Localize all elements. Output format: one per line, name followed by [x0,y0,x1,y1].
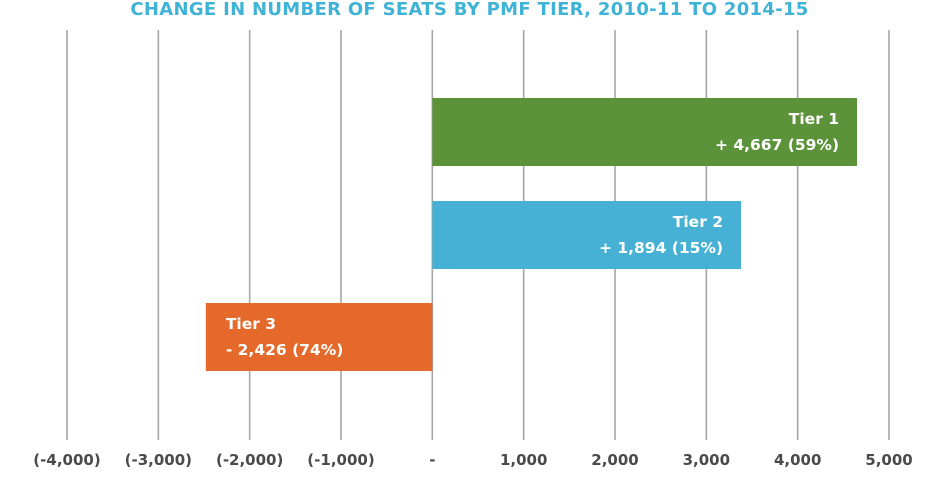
x-tick-label: (-4,000) [33,451,100,469]
bars: Tier 1 + 4,667 (59%) Tier 2 + 1,894 (15%) Ti… [205,98,858,371]
bar-tier-1 [432,98,858,166]
bar-category-label: Tier 1 [789,110,839,128]
x-axis-ticks: (-4,000) (-3,000) (-2,000) (-1,000) - 1,000 2,… [33,451,912,469]
bar-category-label: Tier 3 [226,315,276,333]
x-tick-label: 3,000 [683,451,730,469]
bar-tier-3 [205,303,433,371]
x-tick-label: 1,000 [500,451,547,469]
bar-tier-2 [432,201,742,269]
x-tick-label: 4,000 [774,451,821,469]
x-tick-label: (-2,000) [216,451,283,469]
x-tick-label: 2,000 [591,451,638,469]
x-tick-label: 5,000 [865,451,912,469]
x-tick-label: (-1,000) [307,451,374,469]
x-tick-label: - [429,451,435,469]
x-tick-label: (-3,000) [125,451,192,469]
bar-value-label: + 1,894 (15%) [599,239,723,257]
chart-title: CHANGE IN NUMBER OF SEATS BY PMF TIER, 2… [130,0,809,20]
bar-value-label: + 4,667 (59%) [715,136,839,154]
bar-category-label: Tier 2 [673,213,723,231]
bar-value-label: - 2,426 (74%) [226,341,344,359]
